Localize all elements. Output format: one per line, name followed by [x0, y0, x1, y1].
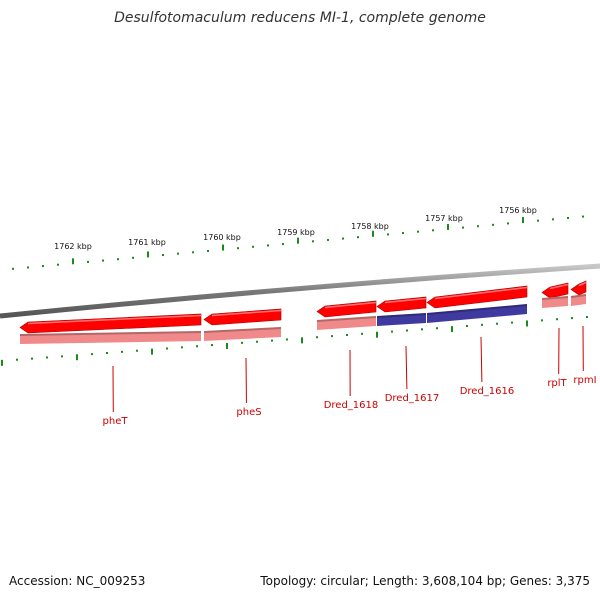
gene-label[interactable]: Dred_1618	[324, 400, 379, 411]
gene-arrow-highlight	[549, 283, 569, 290]
gene-feature-shade	[376, 313, 427, 318]
gene-arrow[interactable]	[376, 296, 427, 313]
genome-title: Desulfotomaculum reducens MI-1, complete…	[114, 10, 486, 26]
gene-feature-bar[interactable]	[317, 316, 376, 330]
gene-feature-bar[interactable]	[20, 331, 201, 344]
gene-feature-bar[interactable]	[427, 304, 527, 323]
scale-label: 1759 kbp	[277, 228, 315, 237]
gene-label[interactable]: pheT	[103, 416, 129, 427]
scale-label: 1757 kbp	[425, 214, 463, 223]
gene-feature-shade	[541, 296, 569, 300]
genome-summary-text: Topology: circular; Length: 3,608,104 bp…	[260, 574, 590, 588]
gene-labels: pheT pheS Dred_1618 Dred_1617 Dred_1616 rplT r…	[103, 325, 597, 427]
gene-label[interactable]: rpmI	[573, 375, 596, 386]
gene-label[interactable]: rplT	[547, 378, 567, 389]
gene-feature-shade	[316, 316, 377, 322]
gene-label[interactable]: Dred_1617	[385, 393, 440, 404]
gene-feature-shade	[19, 331, 202, 336]
gene-arrow[interactable]	[541, 282, 569, 299]
gene-feature-bar[interactable]	[542, 296, 568, 308]
scale-label: 1761 kbp	[128, 238, 166, 247]
gene-leader-line	[480, 336, 483, 383]
gene-feature-shade	[203, 327, 282, 333]
gene-arrow-highlight	[384, 297, 427, 304]
gene-track	[19, 280, 587, 344]
outer-scale-ticks	[12, 215, 584, 270]
scale-label: 1760 kbp	[203, 233, 241, 242]
gene-arrow[interactable]	[19, 313, 202, 334]
scale-label: 1756 kbp	[499, 206, 537, 215]
gene-arrow[interactable]	[316, 300, 377, 318]
scale-label: 1762 kbp	[54, 242, 92, 251]
gene-arrow[interactable]	[203, 308, 282, 326]
gene-leader-line	[405, 345, 408, 390]
accession-text: Accession: NC_009253	[9, 574, 146, 588]
genome-backbone	[0, 263, 600, 319]
gene-arrow-highlight	[578, 281, 587, 287]
inner-scale-ticks	[1, 315, 588, 366]
scale-label: 1758 kbp	[351, 222, 389, 231]
gene-arrow-highlight	[27, 314, 202, 325]
gene-feature-bar[interactable]	[571, 294, 586, 306]
scale-labels: 1762 kbp 1761 kbp 1760 kbp 1759 kbp 1758 kbp…	[54, 206, 537, 251]
gene-arrow-highlight	[434, 286, 528, 300]
gene-arrow[interactable]	[426, 285, 528, 309]
gene-label[interactable]: pheS	[236, 407, 261, 418]
gene-label[interactable]: Dred_1616	[460, 386, 515, 397]
gene-arrow-highlight	[211, 309, 282, 317]
gene-feature-shade	[426, 304, 528, 315]
gene-arrow-highlight	[324, 301, 377, 309]
gene-feature-bar[interactable]	[377, 313, 426, 326]
gene-feature-shade	[570, 294, 587, 298]
gene-feature-bar[interactable]	[204, 327, 281, 341]
